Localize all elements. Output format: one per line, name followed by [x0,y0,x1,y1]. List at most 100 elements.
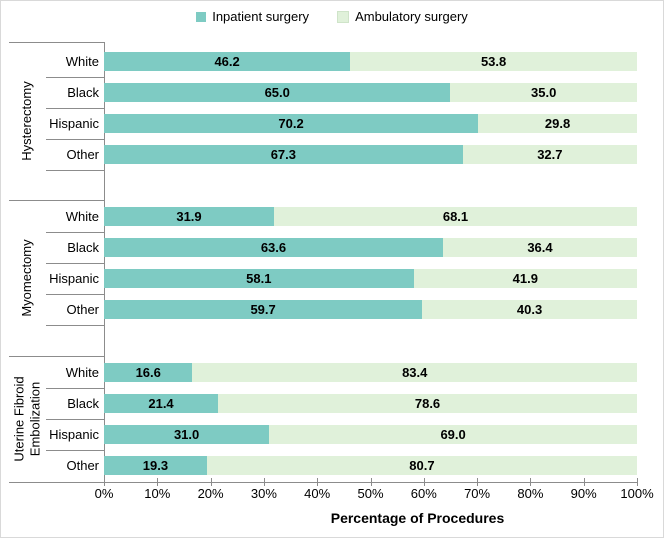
category-label: Black [67,396,99,411]
value-label-ambulatory: 83.4 [402,365,428,380]
ambulatory-legend-label: Ambulatory surgery [355,9,468,24]
bar-segment-ambulatory [274,207,637,226]
category-tick [46,419,104,420]
category-tick [46,170,104,171]
category-label: Hispanic [49,271,99,286]
bar-segment-inpatient [104,145,463,164]
x-axis-tick [104,478,105,486]
group-divider [9,356,104,357]
group-divider [9,200,104,201]
value-label-ambulatory: 32.7 [537,147,563,162]
category-label: White [65,209,99,224]
category-tick [46,294,104,295]
x-axis-tick [210,478,212,486]
x-axis-tick [423,478,425,486]
value-label-inpatient: 16.6 [135,365,161,380]
x-tick-label: 100% [620,486,654,501]
value-label-ambulatory: 69.0 [440,427,466,442]
bar-segment-ambulatory [269,425,637,444]
category-tick [46,108,104,109]
x-tick-label: 70% [464,486,491,501]
bar-segment-ambulatory [462,145,637,164]
category-label: Hispanic [49,427,99,442]
category-tick [46,77,104,78]
inpatient-legend-label: Inpatient surgery [212,9,310,24]
value-label-inpatient: 58.1 [246,271,272,286]
category-label: White [65,365,99,380]
value-label-ambulatory: 41.9 [512,271,538,286]
category-tick [46,232,104,233]
group-label: Uterine Fibroid Embolization [11,376,42,462]
x-tick-label: 40% [304,486,331,501]
value-label-inpatient: 46.2 [214,54,240,69]
category-label: Other [66,302,99,317]
bar-segment-inpatient [104,269,414,288]
y-axis-line [104,42,105,482]
category-label: Other [66,458,99,473]
bar-segment-inpatient [104,207,275,226]
bar-segment-ambulatory [206,456,637,475]
value-label-ambulatory: 68.1 [442,209,469,224]
category-label: White [65,54,99,69]
bar-segment-ambulatory [478,114,637,133]
value-label-inpatient: 67.3 [270,147,296,162]
x-axis-tick [530,478,532,486]
bar-segment-inpatient [104,363,193,382]
bar-segment-ambulatory [192,363,637,382]
legend-item-ambulatory: Ambulatory surgery [337,9,468,25]
category-tick [46,450,104,451]
bar-segment-ambulatory [350,52,637,71]
x-axis-tick [263,478,265,486]
category-tick [46,263,104,264]
x-axis-line [9,482,637,483]
bar-segment-inpatient [104,300,423,319]
bar-segment-ambulatory [442,238,637,257]
x-tick-label: 30% [250,486,277,501]
value-label-inpatient: 63.6 [260,240,287,255]
value-label-ambulatory: 53.8 [480,54,507,69]
legend: Inpatient surgery Ambulatory surgery [1,9,663,25]
x-axis-tick [370,478,372,486]
bar-segment-inpatient [104,238,443,257]
value-label-inpatient: 31.0 [173,427,200,442]
category-tick [46,139,104,140]
category-label: Black [67,240,99,255]
category-tick [46,325,104,326]
bar-segment-inpatient [104,83,451,102]
category-label: Hispanic [49,116,99,131]
value-label-inpatient: 59.7 [250,302,276,317]
x-tick-label: 20% [197,486,224,501]
x-axis-tick [317,478,319,486]
x-axis-tick [477,478,479,486]
bar-segment-inpatient [104,114,479,133]
x-tick-label: 10% [144,486,171,501]
bar-segment-inpatient [104,52,351,71]
value-label-inpatient: 70.2 [278,116,304,131]
value-label-inpatient: 31.9 [176,209,202,224]
value-label-ambulatory: 29.8 [544,116,571,131]
x-axis-tick [583,478,585,486]
value-label-inpatient: 19.3 [142,458,169,473]
category-label: Black [67,85,99,100]
x-axis-title: Percentage of Procedures [330,510,505,526]
bar-segment-inpatient [104,394,219,413]
x-tick-label: 90% [570,486,597,501]
value-label-ambulatory: 40.3 [516,302,543,317]
category-tick [46,388,104,389]
bar-segment-inpatient [104,456,207,475]
ambulatory-legend-swatch [337,11,350,23]
legend-item-inpatient: Inpatient surgery [196,9,309,25]
inpatient-legend-swatch [196,12,207,22]
bar-segment-inpatient [104,425,270,444]
x-tick-label: 80% [517,486,544,501]
value-label-ambulatory: 78.6 [414,396,441,411]
x-tick-label: 60% [410,486,437,501]
x-axis-tick [157,478,159,486]
bar-segment-ambulatory [218,394,637,413]
category-label: Other [66,147,99,162]
value-label-inpatient: 21.4 [148,396,174,411]
x-tick-label: 50% [357,486,384,501]
x-tick-label: 0% [94,486,114,501]
